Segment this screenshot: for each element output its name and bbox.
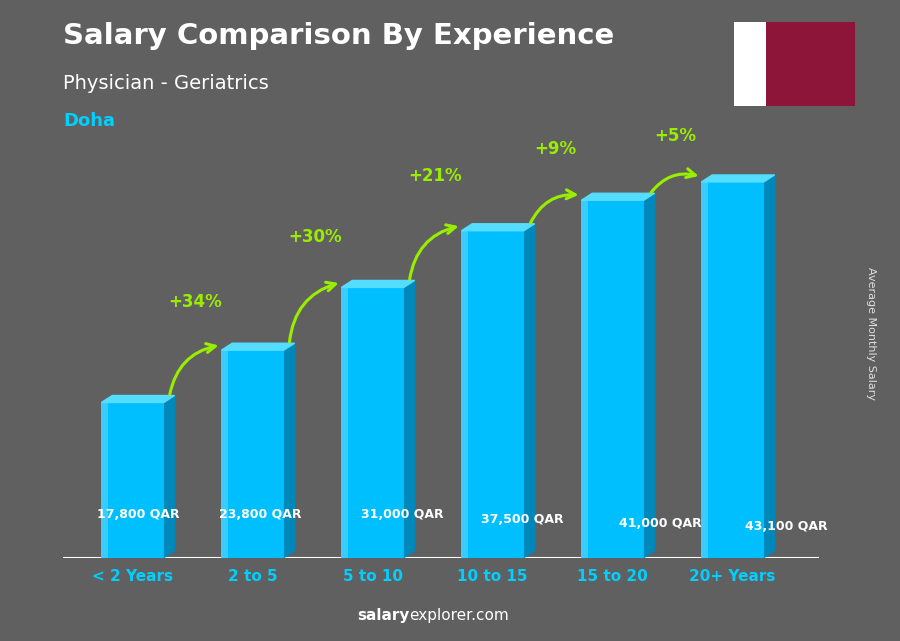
Bar [462,231,468,558]
Text: 37,500 QAR: 37,500 QAR [481,513,563,526]
Bar [102,403,108,558]
Bar [701,182,764,558]
Text: +30%: +30% [289,228,342,246]
Bar [341,287,404,558]
Bar [102,403,164,558]
Bar [221,350,228,558]
Polygon shape [766,50,782,60]
Text: 17,800 QAR: 17,800 QAR [96,508,179,521]
Bar [734,22,766,106]
Text: 41,000 QAR: 41,000 QAR [618,517,701,530]
Text: 23,800 QAR: 23,800 QAR [219,508,302,521]
Text: Physician - Geriatrics: Physician - Geriatrics [63,74,269,93]
Text: 43,100 QAR: 43,100 QAR [744,520,827,533]
Text: explorer.com: explorer.com [410,608,509,623]
Polygon shape [284,343,294,558]
Text: Salary Comparison By Experience: Salary Comparison By Experience [63,22,614,51]
Polygon shape [164,395,175,558]
FancyBboxPatch shape [729,19,859,109]
Polygon shape [766,31,782,41]
Polygon shape [766,97,782,106]
Polygon shape [581,194,654,200]
Polygon shape [102,395,175,403]
Text: +34%: +34% [168,293,222,311]
Bar [462,231,524,558]
Polygon shape [766,41,782,50]
Bar [701,182,707,558]
Polygon shape [524,224,535,558]
Polygon shape [341,281,415,287]
Polygon shape [404,281,415,558]
Bar [221,350,284,558]
Polygon shape [766,22,782,31]
Text: Doha: Doha [63,112,115,130]
Polygon shape [644,194,654,558]
Bar [581,200,643,558]
Polygon shape [221,343,294,350]
Polygon shape [766,60,782,69]
Text: +5%: +5% [654,128,697,146]
Text: +21%: +21% [409,167,462,185]
Polygon shape [462,224,535,231]
Polygon shape [766,78,782,87]
Bar [581,200,588,558]
Polygon shape [701,175,775,182]
Polygon shape [766,87,782,97]
Text: 31,000 QAR: 31,000 QAR [361,508,443,521]
Text: +9%: +9% [535,140,576,158]
Polygon shape [764,175,775,558]
Polygon shape [766,69,782,78]
Text: Average Monthly Salary: Average Monthly Salary [866,267,877,400]
Text: salary: salary [357,608,410,623]
Bar [341,287,347,558]
